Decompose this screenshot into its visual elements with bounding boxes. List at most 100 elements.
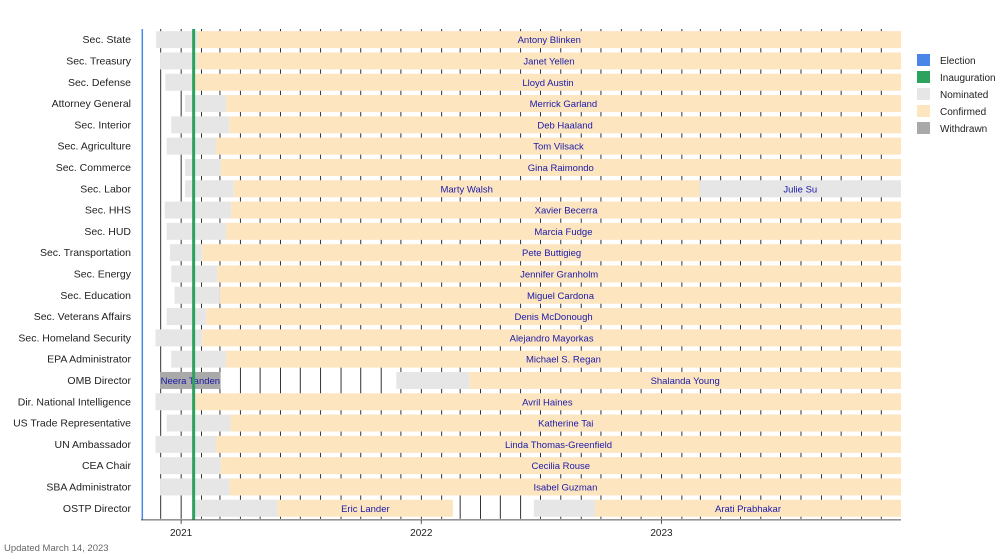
segment-nominated	[166, 222, 226, 240]
row-label: Dir. National Intelligence	[18, 396, 131, 408]
segment-label: Merrick Garland	[530, 99, 598, 110]
row-label: Sec. Commerce	[56, 162, 131, 174]
segment-confirmed	[217, 265, 902, 283]
segment-nominated	[156, 31, 198, 49]
footer-updated-note: Updated March 14, 2023	[4, 543, 109, 554]
segment-label: Lloyd Austin	[522, 78, 573, 89]
segment-label: Cecilia Rouse	[531, 461, 590, 472]
segment-nominated	[155, 393, 194, 411]
segment-label: Shalanda Young	[651, 376, 720, 387]
segment-nominated	[171, 116, 230, 134]
legend-label: Withdrawn	[940, 124, 987, 135]
segment-nominated	[185, 158, 221, 176]
segment-confirmed	[216, 137, 901, 155]
segment-label: Miguel Cardona	[527, 291, 595, 302]
row-label: Sec. Education	[60, 290, 131, 302]
segment-label: Janet Yellen	[523, 56, 574, 67]
row-label: Sec. Defense	[68, 77, 131, 89]
segment-confirmed	[230, 414, 901, 432]
segment-label: Linda Thomas-Greenfield	[505, 440, 612, 451]
segment-nominated	[164, 201, 232, 219]
segment-label: Deb Haaland	[537, 120, 592, 131]
segment-confirmed	[233, 180, 700, 198]
segment-confirmed	[196, 52, 902, 70]
segment-confirmed	[225, 95, 901, 113]
row-label: CEA Chair	[82, 460, 132, 472]
row-label: Sec. HUD	[84, 226, 131, 238]
legend: Election Inauguration Nominated Confirmed Wi…	[917, 54, 996, 135]
segment-confirmed	[202, 329, 901, 347]
segment-nominated	[193, 499, 278, 517]
segment-confirmed	[595, 499, 901, 517]
segment-confirmed	[202, 244, 901, 262]
segment-nominated	[185, 180, 234, 198]
segment-confirmed	[225, 222, 901, 240]
row-label: Sec. HHS	[85, 205, 131, 217]
segment-confirmed	[231, 201, 901, 219]
segment-confirmed	[193, 393, 901, 411]
segment-nominated	[166, 137, 217, 155]
segment-label: Denis McDonough	[514, 312, 592, 323]
row-label: Sec. Agriculture	[57, 141, 131, 153]
segment-confirmed	[197, 31, 901, 49]
row-label: UN Ambassador	[55, 439, 132, 451]
legend-swatch	[917, 122, 930, 134]
segment-nominated	[169, 244, 203, 262]
segment-label: Avril Haines	[522, 397, 573, 408]
legend-label: Confirmed	[940, 107, 986, 118]
segment-label: Pete Buttigieg	[522, 248, 581, 259]
x-tick-label: 2021	[170, 528, 193, 539]
row-label: Sec. Treasury	[66, 55, 132, 67]
legend-swatch	[917, 105, 930, 117]
row-label: Attorney General	[52, 98, 131, 110]
segment-nominated	[160, 457, 221, 475]
row-label: Sec. Transportation	[40, 247, 131, 259]
legend-swatch	[917, 71, 930, 83]
row-label: US Trade Representative	[13, 418, 131, 430]
segment-nominated	[171, 350, 226, 368]
row-label: SBA Administrator	[46, 481, 131, 493]
segment-confirmed	[216, 435, 901, 453]
segment-label: Alejandro Mayorkas	[510, 333, 594, 344]
segments-layer: Antony Blinken Janet Yellen Lloyd Austin Me…	[155, 31, 902, 517]
segment-label: Eric Lander	[341, 504, 390, 515]
segment-nominated	[166, 308, 207, 326]
segment-label: Julie Su	[783, 184, 817, 195]
segment-label: Jennifer Granholm	[520, 269, 598, 280]
segment-label: Gina Raimondo	[528, 163, 594, 174]
row-label: Sec. Interior	[74, 119, 131, 131]
segment-nominated	[533, 499, 596, 517]
segment-confirmed	[206, 308, 902, 326]
segment-label: Xavier Becerra	[535, 206, 599, 217]
row-label: OMB Director	[67, 375, 131, 387]
segment-confirmed	[469, 371, 901, 389]
segment-nominated	[160, 52, 197, 70]
segment-label: Neera Tanden	[161, 376, 221, 387]
row-label: Sec. State	[83, 34, 132, 46]
segment-label: Marcia Fudge	[534, 227, 592, 238]
segment-nominated	[185, 95, 226, 113]
legend-swatch	[917, 88, 930, 100]
row-label: Sec. Energy	[74, 268, 132, 280]
segment-nominated	[166, 414, 231, 432]
row-label: EPA Administrator	[47, 354, 131, 366]
segment-label: Arati Prabhakar	[715, 504, 781, 515]
segment-nominated	[165, 73, 195, 91]
segment-label: Antony Blinken	[518, 35, 581, 46]
row-label: Sec. Veterans Affairs	[34, 311, 131, 323]
segment-confirmed	[220, 158, 902, 176]
segment-label: Isabel Guzman	[533, 482, 597, 493]
segment-nominated	[155, 329, 203, 347]
row-label: Sec. Homeland Security	[18, 332, 131, 344]
legend-label: Nominated	[940, 90, 988, 101]
segment-confirmed	[229, 478, 901, 496]
segment-confirmed	[219, 286, 901, 304]
segment-withdrawn	[160, 371, 221, 389]
segment-confirmed	[277, 499, 453, 517]
legend-swatch	[917, 54, 930, 66]
segment-confirmed	[220, 457, 902, 475]
row-label: OSTP Director	[63, 503, 132, 515]
x-tick-label: 2023	[650, 528, 673, 539]
row-label: Sec. Labor	[80, 183, 131, 195]
